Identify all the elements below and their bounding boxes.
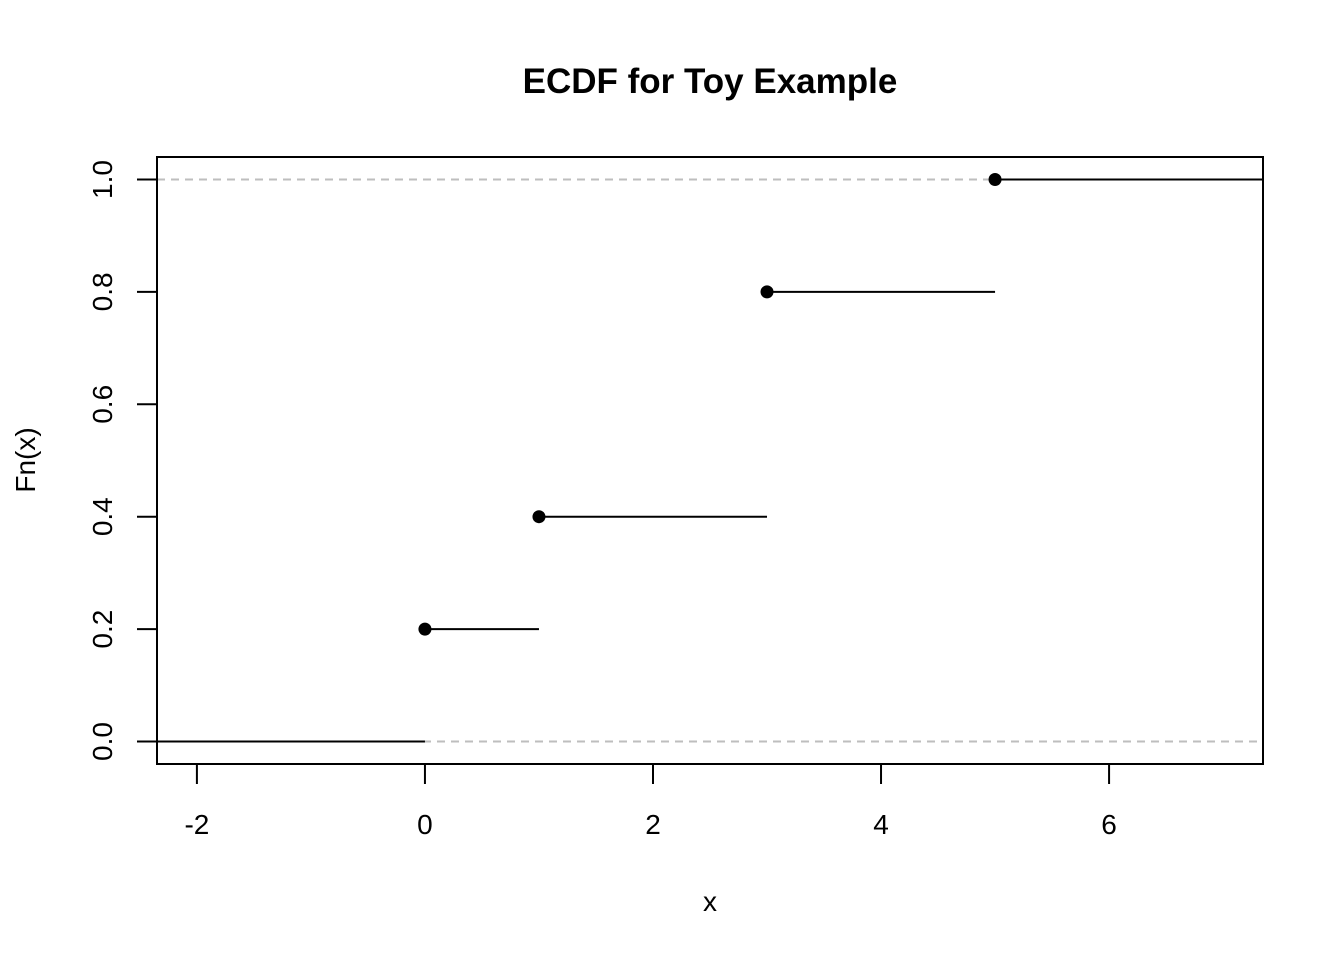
step-point bbox=[532, 510, 546, 524]
x-tick-label: 0 bbox=[417, 809, 433, 840]
x-tick-label: 2 bbox=[645, 809, 661, 840]
y-axis-label: Fn(x) bbox=[10, 427, 41, 492]
y-tick-label: 0.6 bbox=[87, 385, 118, 424]
y-tick-label: 0.2 bbox=[87, 610, 118, 649]
step-point bbox=[418, 622, 432, 636]
step-point bbox=[988, 172, 1002, 186]
y-tick-label: 0.4 bbox=[87, 497, 118, 536]
y-tick-label: 0.8 bbox=[87, 272, 118, 311]
x-axis-label: x bbox=[703, 886, 717, 917]
step-point bbox=[760, 285, 774, 299]
chart-title: ECDF for Toy Example bbox=[523, 62, 898, 101]
x-tick-label: 4 bbox=[873, 809, 889, 840]
y-tick-label: 0.0 bbox=[87, 722, 118, 761]
x-tick-label: 6 bbox=[1101, 809, 1117, 840]
y-tick-label: 1.0 bbox=[87, 160, 118, 199]
x-tick-label: -2 bbox=[184, 809, 209, 840]
plot-frame bbox=[156, 156, 1264, 765]
